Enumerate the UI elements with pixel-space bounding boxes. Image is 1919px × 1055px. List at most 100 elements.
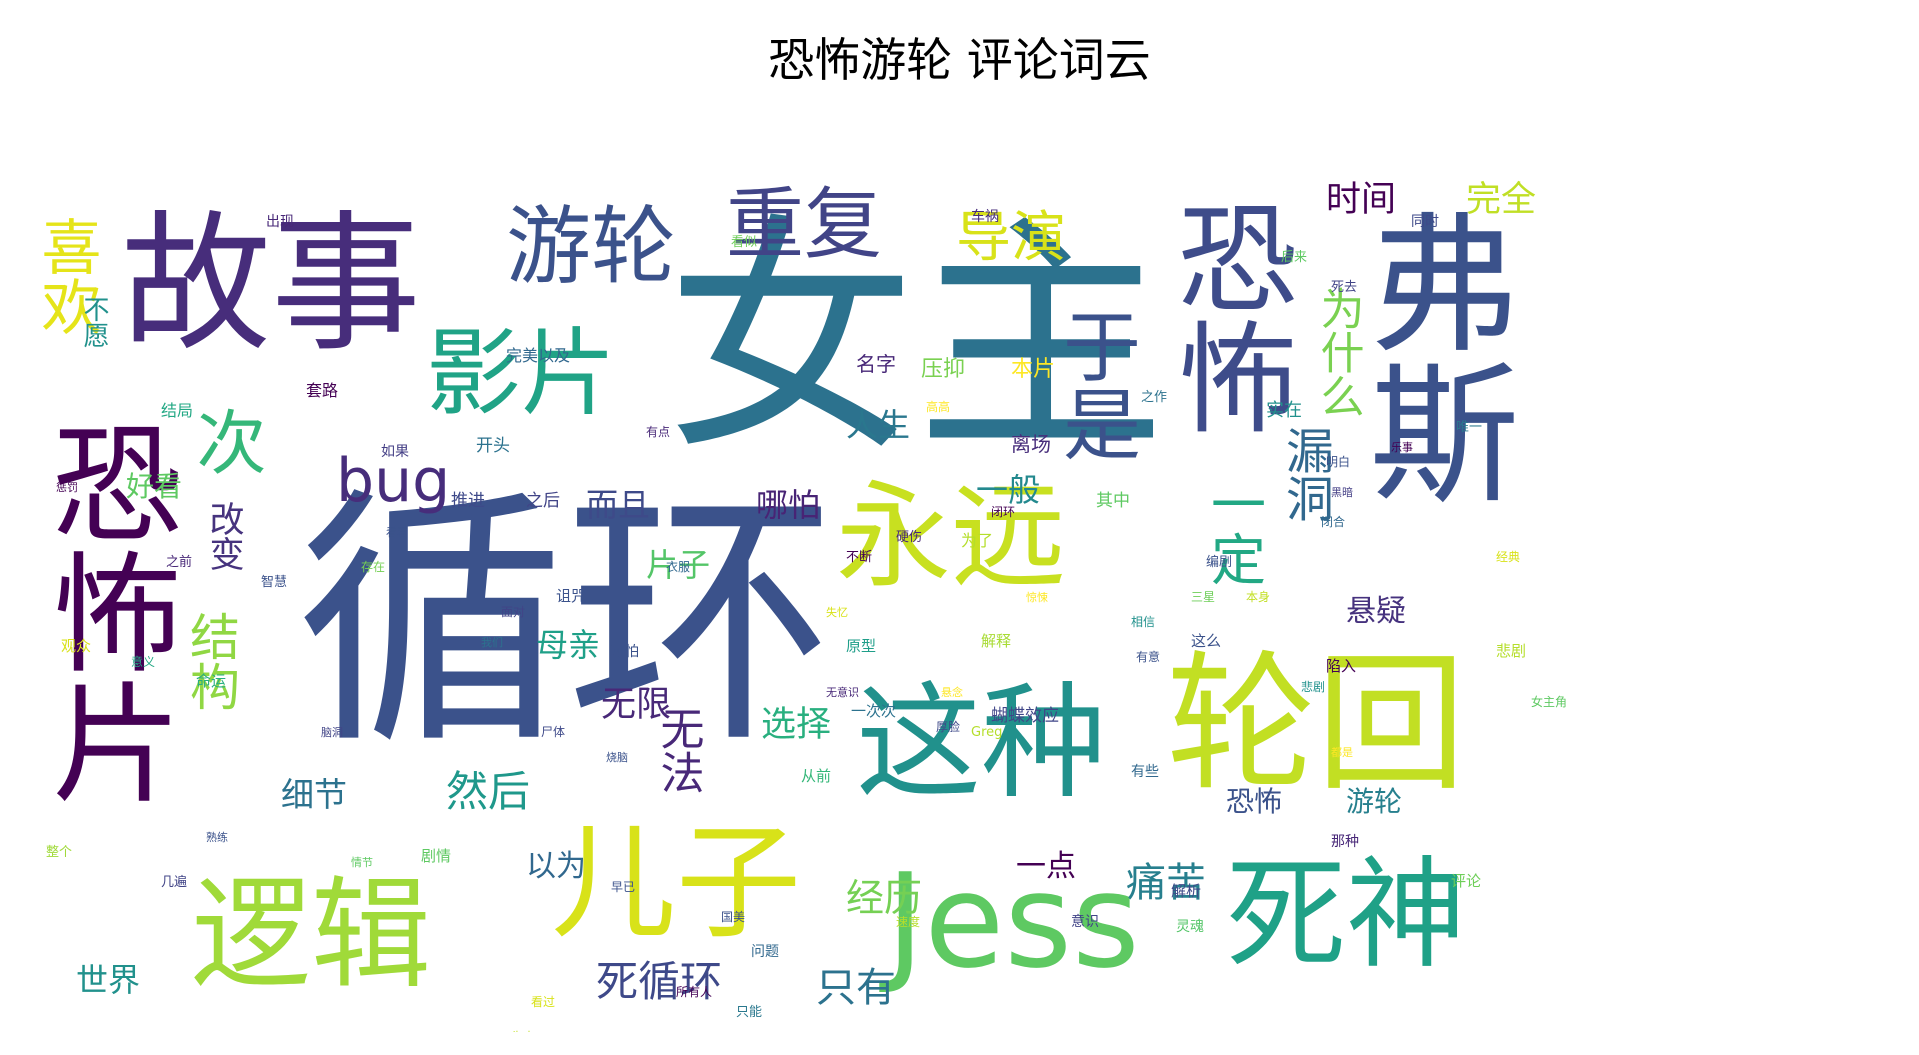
cloud-word: 本片 — [1011, 357, 1055, 382]
cloud-word: 不断 — [846, 550, 872, 565]
cloud-word: 高高 — [926, 399, 950, 414]
cloud-word: 一次次 — [851, 702, 896, 720]
cloud-word: 只能 — [736, 1005, 762, 1020]
cloud-word: 失去 — [511, 1029, 535, 1032]
cloud-word: 推进 — [451, 491, 485, 511]
cloud-word: 国美 — [721, 910, 745, 924]
cloud-word: 出现 — [266, 214, 294, 230]
cloud-word: 失忆 — [826, 606, 848, 619]
cloud-word: 意识 — [1071, 913, 1099, 930]
cloud-word: 世界 — [76, 961, 140, 999]
cloud-word: 编剧 — [1206, 555, 1232, 570]
cloud-word: 实在 — [1266, 400, 1302, 421]
cloud-word: 看过 — [531, 995, 555, 1009]
cloud-word: 以为 — [526, 849, 586, 884]
cloud-word: 智慧 — [261, 574, 287, 590]
cloud-word: 一点 — [1016, 849, 1076, 884]
cloud-word: 可怕 — [611, 644, 639, 660]
cloud-word: 灵魂 — [1176, 919, 1204, 935]
cloud-word: 解析 — [1171, 882, 1201, 900]
cloud-word: 不愿 — [79, 296, 109, 348]
cloud-word: 弗斯 — [1344, 206, 1518, 506]
cloud-word: 游轮 — [506, 198, 676, 297]
cloud-word: 从前 — [801, 767, 831, 785]
cloud-word: 我们 — [481, 635, 503, 649]
cloud-word: 硬伤 — [896, 530, 922, 545]
cloud-word: 这么 — [1191, 632, 1221, 650]
cloud-word: 之后 — [526, 491, 560, 511]
cloud-word: 选择 — [761, 705, 831, 745]
cloud-word: 重复 — [726, 180, 882, 270]
cloud-word: 套路 — [306, 381, 338, 400]
cloud-word: 恐怖 — [1157, 196, 1296, 436]
cloud-word: 问题 — [751, 944, 779, 960]
cloud-word: 之前 — [166, 554, 192, 570]
cloud-word: 死神 — [1226, 846, 1466, 985]
cloud-word: 情节 — [351, 856, 373, 869]
cloud-word: 烧脑 — [606, 751, 628, 764]
cloud-word: 都是 — [1331, 746, 1353, 759]
cloud-word: 改变 — [204, 501, 244, 571]
cloud-word: 唯一 — [1456, 420, 1482, 435]
cloud-word: 为什么 — [1313, 286, 1364, 418]
cloud-word: 命运 — [196, 672, 226, 690]
cloud-word: 相信 — [1131, 615, 1155, 629]
cloud-word: 一般 — [976, 471, 1040, 509]
cloud-word: 陷入 — [1326, 657, 1356, 675]
cloud-word: 游轮 — [1346, 785, 1402, 818]
cloud-word: 其中 — [1096, 491, 1130, 511]
cloud-word: 几遍 — [161, 874, 187, 890]
cloud-word: 三星 — [1191, 590, 1215, 604]
cloud-word: 这种 — [856, 671, 1106, 816]
cloud-word: 儿子 — [551, 811, 801, 956]
cloud-word: 轮回 — [1166, 638, 1466, 812]
cloud-word: 剧情 — [421, 847, 451, 865]
cloud-word: 车祸 — [971, 208, 999, 225]
cloud-word: 故事 — [121, 198, 421, 372]
cloud-word: 完美以及 — [506, 346, 570, 365]
cloud-word: 于是 — [1050, 306, 1140, 462]
cloud-word: 循环 — [296, 465, 836, 780]
cloud-word: 悬念 — [941, 685, 963, 699]
cloud-word: 经历 — [846, 876, 922, 920]
cloud-word: 痛苦 — [1126, 860, 1206, 906]
cloud-word: 为了 — [961, 531, 993, 550]
cloud-word: 整个 — [46, 845, 72, 860]
cloud-word: 原型 — [846, 637, 876, 655]
cloud-word: 名字 — [856, 352, 896, 376]
cloud-word: 面对 — [501, 605, 525, 619]
cloud-word: 解释 — [981, 632, 1011, 650]
cloud-word: 细节 — [281, 775, 347, 814]
cloud-word: 哪怕 — [756, 486, 820, 524]
cloud-word: 同时 — [1411, 214, 1439, 230]
cloud-word: 明白 — [1326, 454, 1350, 469]
cloud-word: 无限 — [601, 685, 671, 725]
cloud-word: 惩罚 — [56, 481, 78, 494]
cloud-word: 意义 — [131, 654, 155, 669]
cloud-word: 完全 — [1466, 180, 1536, 220]
cloud-word: 有些 — [1131, 764, 1159, 780]
cloud-word: 人生 — [846, 406, 910, 444]
cloud-word: 存在 — [361, 560, 385, 574]
cloud-word: 女主角 — [1531, 694, 1567, 709]
cloud-word: 离场 — [1011, 432, 1051, 456]
cloud-word: 那种 — [1331, 834, 1359, 850]
cloud-word: 诅咒 — [556, 587, 586, 605]
cloud-word: 漏洞 — [1277, 426, 1333, 522]
cloud-word: 蝴蝶效应 — [991, 706, 1059, 726]
cloud-word: 后来 — [1281, 250, 1307, 265]
cloud-word: 速度 — [896, 914, 920, 929]
cloud-word: 评论 — [1451, 872, 1481, 890]
cloud-word: 无意识 — [826, 685, 859, 699]
cloud-word: 喜欢 — [31, 216, 101, 336]
cloud-word: 有意 — [1136, 649, 1160, 664]
cloud-word: 片子 — [646, 546, 710, 584]
cloud-word: 恐怖片 — [30, 416, 182, 806]
cloud-word: 所有人 — [676, 985, 712, 999]
cloud-word: 闭环 — [991, 505, 1015, 519]
cloud-word: 悲剧 — [1301, 679, 1325, 694]
cloud-word: 结构 — [182, 611, 240, 711]
cloud-word: 好看 — [126, 470, 182, 503]
cloud-word: 恐怖 — [1226, 785, 1282, 818]
cloud-word: 闭合 — [1321, 514, 1345, 529]
